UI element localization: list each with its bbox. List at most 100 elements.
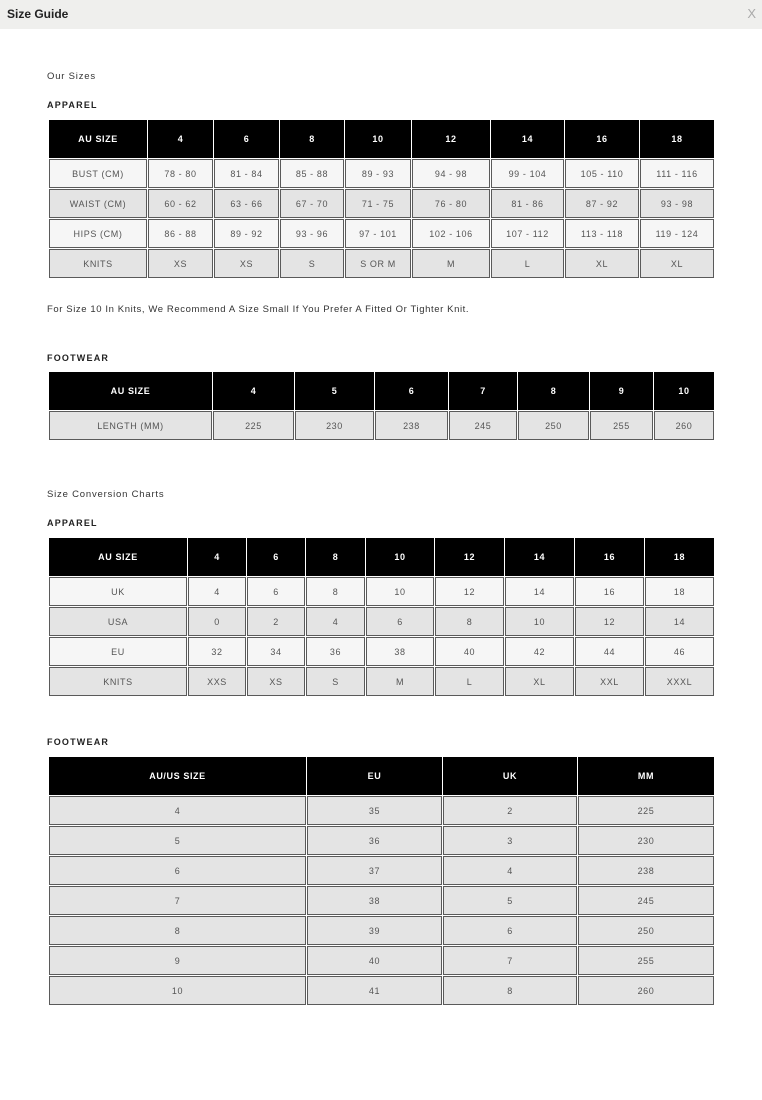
table-row: UK 4 6 8 10 12 14 16 18 xyxy=(49,577,714,606)
column-header: 8 xyxy=(306,538,365,576)
column-header: 16 xyxy=(575,538,644,576)
table-cell: 113 - 118 xyxy=(565,219,639,248)
conversion-footwear-heading: FOOTWEAR xyxy=(47,737,110,747)
row-label: LENGTH (MM) xyxy=(49,411,212,440)
table-cell: 3 xyxy=(443,826,577,855)
apparel-size-table: AU SIZE 4 6 8 10 12 14 16 18 BUST (CM) 78 - 80 81 -… xyxy=(48,119,715,279)
table-cell: 89 - 92 xyxy=(214,219,279,248)
column-header: 12 xyxy=(435,538,504,576)
table-cell: 81 - 84 xyxy=(214,159,279,188)
column-header: 4 xyxy=(148,120,213,158)
table-cell: M xyxy=(366,667,434,696)
table-cell: XS xyxy=(148,249,213,278)
footwear-conversion-table: AU/US SIZE EU UK MM 4 35 2 225 5 36 3 230 6 37 4 238 7 38… xyxy=(48,756,715,1006)
table-cell: 60 - 62 xyxy=(148,189,213,218)
row-label: 9 xyxy=(49,946,306,975)
close-button[interactable]: X xyxy=(747,6,756,21)
table-cell: L xyxy=(491,249,564,278)
table-cell: L xyxy=(435,667,504,696)
column-header: 14 xyxy=(491,120,564,158)
table-cell: 89 - 93 xyxy=(345,159,411,188)
row-label: 8 xyxy=(49,916,306,945)
table-cell: 99 - 104 xyxy=(491,159,564,188)
table-cell: 12 xyxy=(575,607,644,636)
column-header: AU SIZE xyxy=(49,538,187,576)
column-header: AU/US SIZE xyxy=(49,757,306,795)
table-cell: 38 xyxy=(307,886,442,915)
table-cell: 7 xyxy=(443,946,577,975)
table-row: 5 36 3 230 xyxy=(49,826,714,855)
table-cell: XS xyxy=(247,667,305,696)
column-header: AU SIZE xyxy=(49,372,212,410)
table-cell: 97 - 101 xyxy=(345,219,411,248)
table-row: USA 0 2 4 6 8 10 12 14 xyxy=(49,607,714,636)
table-cell: 87 - 92 xyxy=(565,189,639,218)
table-cell: 2 xyxy=(247,607,305,636)
our-sizes-heading: Our Sizes xyxy=(47,71,96,82)
row-label: 10 xyxy=(49,976,306,1005)
table-cell: 250 xyxy=(518,411,589,440)
table-cell: 39 xyxy=(307,916,442,945)
table-cell: 32 xyxy=(188,637,246,666)
column-header: 4 xyxy=(213,372,294,410)
table-cell: 76 - 80 xyxy=(412,189,490,218)
conversion-apparel-heading: APPAREL xyxy=(47,518,98,528)
table-cell: 38 xyxy=(366,637,434,666)
column-header: 8 xyxy=(518,372,589,410)
table-cell: 36 xyxy=(306,637,365,666)
table-cell: 44 xyxy=(575,637,644,666)
table-row: LENGTH (MM) 225 230 238 245 250 255 260 xyxy=(49,411,714,440)
table-cell: 8 xyxy=(435,607,504,636)
table-cell: S xyxy=(280,249,344,278)
table-cell: 34 xyxy=(247,637,305,666)
table-cell: 225 xyxy=(213,411,294,440)
row-label: WAIST (CM) xyxy=(49,189,147,218)
table-cell: 85 - 88 xyxy=(280,159,344,188)
table-cell: 40 xyxy=(435,637,504,666)
row-label: KNITS xyxy=(49,249,147,278)
table-cell: 230 xyxy=(578,826,714,855)
row-label: HIPS (CM) xyxy=(49,219,147,248)
table-cell: 41 xyxy=(307,976,442,1005)
header-row: AU/US SIZE EU UK MM xyxy=(49,757,714,795)
column-header: 7 xyxy=(449,372,517,410)
column-header: MM xyxy=(578,757,714,795)
table-cell: 225 xyxy=(578,796,714,825)
column-header: EU xyxy=(307,757,442,795)
footwear-heading: FOOTWEAR xyxy=(47,353,110,363)
table-row: WAIST (CM) 60 - 62 63 - 66 67 - 70 71 - 75 76… xyxy=(49,189,714,218)
table-cell: 119 - 124 xyxy=(640,219,714,248)
row-label: BUST (CM) xyxy=(49,159,147,188)
table-cell: 81 - 86 xyxy=(491,189,564,218)
table-cell: 6 xyxy=(366,607,434,636)
column-header: 16 xyxy=(565,120,639,158)
table-row: KNITS XS XS S S OR M M L XL XL xyxy=(49,249,714,278)
knits-note: For Size 10 In Knits, We Recommend A Siz… xyxy=(47,304,470,315)
table-cell: 12 xyxy=(435,577,504,606)
table-cell: 93 - 96 xyxy=(280,219,344,248)
table-cell: 230 xyxy=(295,411,374,440)
column-header: 12 xyxy=(412,120,490,158)
table-cell: 10 xyxy=(505,607,574,636)
conversion-heading: Size Conversion Charts xyxy=(47,489,165,500)
header-row: AU SIZE 4 6 8 10 12 14 16 18 xyxy=(49,538,714,576)
table-row: EU 32 34 36 38 40 42 44 46 xyxy=(49,637,714,666)
table-cell: 260 xyxy=(578,976,714,1005)
table-cell: XL xyxy=(640,249,714,278)
column-header: 6 xyxy=(247,538,305,576)
column-header: 18 xyxy=(640,120,714,158)
table-cell: 250 xyxy=(578,916,714,945)
row-label: 4 xyxy=(49,796,306,825)
table-cell: 10 xyxy=(366,577,434,606)
table-cell: XL xyxy=(565,249,639,278)
table-cell: 260 xyxy=(654,411,714,440)
table-cell: 105 - 110 xyxy=(565,159,639,188)
column-header: 4 xyxy=(188,538,246,576)
table-row: BUST (CM) 78 - 80 81 - 84 85 - 88 89 - 93 94 … xyxy=(49,159,714,188)
table-cell: S OR M xyxy=(345,249,411,278)
title-bar: Size Guide X xyxy=(0,0,762,29)
table-cell: 63 - 66 xyxy=(214,189,279,218)
row-label: KNITS xyxy=(49,667,187,696)
column-header: 9 xyxy=(590,372,653,410)
table-cell: 102 - 106 xyxy=(412,219,490,248)
